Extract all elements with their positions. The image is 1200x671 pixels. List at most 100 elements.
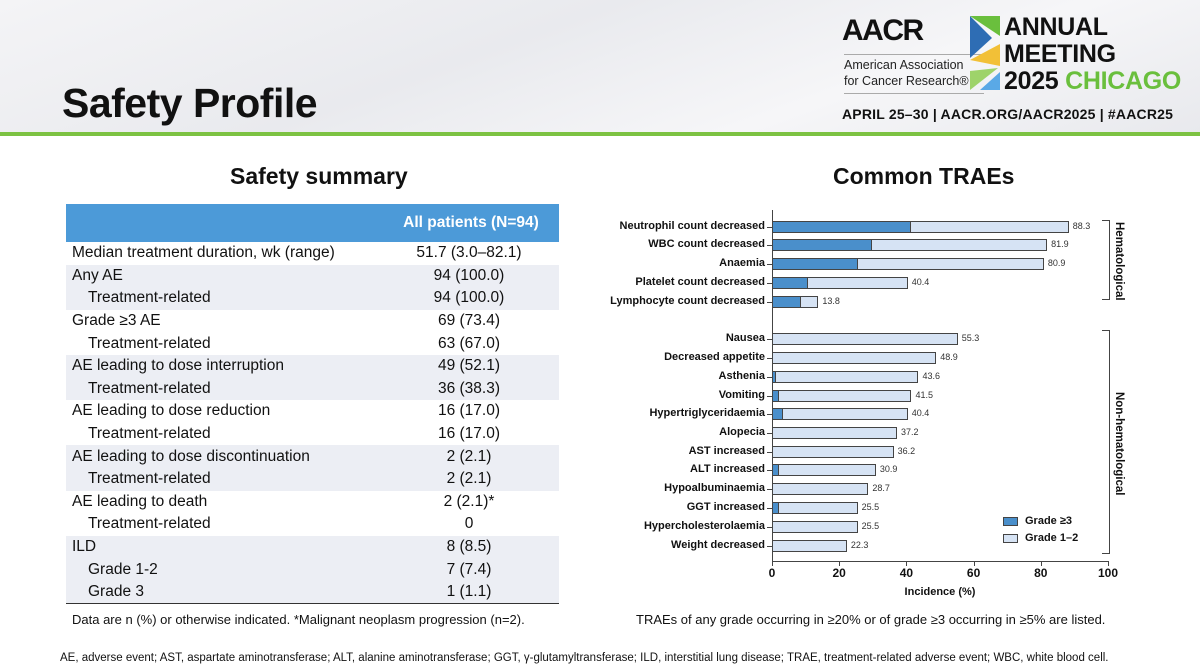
group-label: Non-hematological <box>1113 392 1125 496</box>
safety-summary-table: All patients (N=94) Median treatment dur… <box>66 204 559 604</box>
x-tick <box>839 561 841 566</box>
meeting-dates: APRIL 25–30 | AACR.ORG/AACR2025 | #AACR2… <box>842 106 1174 122</box>
table-row: AE leading to death 2 (2.1)* <box>66 491 559 514</box>
summary-heading: Safety summary <box>230 163 408 189</box>
org-name: American Association <box>844 58 964 72</box>
data-label: 55.3 <box>961 333 980 343</box>
table-row: Treatment-related 94 (100.0) <box>66 287 559 310</box>
category-label: ALT increased <box>690 463 765 475</box>
bar-grade-3 <box>772 464 780 476</box>
bar-grade-3 <box>772 277 808 289</box>
y-tick <box>767 377 772 378</box>
bar-grade-1-2 <box>772 446 894 458</box>
page-title: Safety Profile <box>62 80 318 126</box>
category-label: Hypertriglyceridaemia <box>649 407 765 419</box>
data-label: 43.6 <box>922 371 941 381</box>
category-label: Platelet count decreased <box>635 276 765 288</box>
row-value: 2 (2.1)* <box>443 492 495 510</box>
category-label: WBC count decreased <box>648 238 765 250</box>
x-tick-label: 0 <box>768 566 776 580</box>
row-label: Treatment-related <box>66 467 379 491</box>
data-label: 88.3 <box>1072 221 1091 231</box>
bar-grade-3 <box>772 371 776 383</box>
table-row: Grade 1-2 7 (7.4) <box>66 558 559 581</box>
group-bracket <box>1102 330 1110 554</box>
y-axis <box>772 210 773 561</box>
y-tick <box>767 339 772 340</box>
legend-swatch <box>1003 533 1018 543</box>
y-tick <box>767 245 772 246</box>
meeting-logo-icon <box>970 16 1000 90</box>
table-row: Median treatment duration, wk (range) 51.… <box>66 242 559 265</box>
y-tick <box>767 508 772 509</box>
data-label: 48.9 <box>940 352 958 362</box>
table-note: Data are n (%) or otherwise indicated. *… <box>72 612 525 627</box>
chart-note: TRAEs of any grade occurring in ≥20% or … <box>636 612 1106 627</box>
row-label: Grade 1-2 <box>66 558 379 581</box>
data-label: 81.9 <box>1051 239 1069 249</box>
table-row: AE leading to dose discontinuation 2 (2.1… <box>66 445 559 468</box>
row-value: 2 (2.1) <box>379 445 559 468</box>
row-label: Treatment-related <box>88 515 211 533</box>
x-tick <box>1108 561 1109 566</box>
category-label: GGT increased <box>686 501 765 513</box>
header-divider <box>0 132 1200 136</box>
table-row: Treatment-related 16 (17.0) <box>66 423 559 446</box>
x-tick <box>973 561 975 566</box>
row-label: AE leading to dose reduction <box>72 402 271 420</box>
aacr-logo: AACR American Association for Cancer Rese… <box>842 14 1182 124</box>
row-value: 63 (67.0) <box>437 334 501 352</box>
row-label: Median treatment duration, wk (range) <box>72 244 335 262</box>
group-bracket <box>1102 220 1110 300</box>
row-value: 94 (100.0) <box>379 287 559 310</box>
row-label: Any AE <box>66 264 379 288</box>
y-tick <box>767 358 772 359</box>
bar-grade-1-2 <box>772 408 908 420</box>
bar-grade-3 <box>772 221 912 233</box>
category-label: AST increased <box>688 445 765 457</box>
data-label: 40.4 <box>911 408 930 418</box>
row-value: 1 (1.1) <box>379 580 559 604</box>
y-tick <box>767 414 772 415</box>
y-tick <box>767 470 772 471</box>
bar-grade-3 <box>772 296 801 308</box>
y-tick <box>767 433 772 434</box>
category-label: Alopecia <box>719 426 765 438</box>
row-label: ILD <box>66 535 379 559</box>
x-axis <box>772 561 1108 562</box>
bar-grade-1-2 <box>772 464 876 476</box>
row-label: Treatment-related <box>88 334 211 352</box>
data-label: 36.2 <box>897 446 916 456</box>
x-tick-label: 60 <box>966 566 981 580</box>
table-row: ILD 8 (8.5) <box>66 535 559 559</box>
group-label: Hematological <box>1113 222 1125 301</box>
legend-swatch <box>1003 516 1018 526</box>
aacr-wordmark: AACR <box>842 14 924 47</box>
table-row: Treatment-related 63 (67.0) <box>66 332 559 355</box>
data-label: 25.5 <box>861 502 880 512</box>
bar-grade-3 <box>772 258 858 270</box>
x-tick <box>772 561 773 566</box>
table-row: Treatment-related 0 <box>66 513 559 536</box>
y-tick <box>767 489 772 490</box>
row-value: 2 (2.1) <box>379 467 559 491</box>
row-value: 7 (7.4) <box>379 558 559 581</box>
category-label: Vomiting <box>718 389 765 401</box>
data-label: 37.2 <box>900 427 919 437</box>
category-label: Decreased appetite <box>664 351 765 363</box>
row-label: Treatment-related <box>66 377 379 401</box>
category-label: Anaemia <box>719 257 765 269</box>
y-tick <box>767 527 772 528</box>
y-tick <box>767 396 772 397</box>
bar-grade-1-2 <box>772 390 912 402</box>
category-label: Hypoalbuminaemia <box>664 482 765 494</box>
table-row: AE leading to dose reduction 16 (17.0) <box>66 400 559 423</box>
org-name-2: for Cancer Research® <box>844 74 969 88</box>
bar-grade-3 <box>772 239 873 251</box>
row-value: 69 (73.4) <box>437 312 501 330</box>
bar-grade-1-2 <box>772 333 958 345</box>
meeting-title: ANNUAL MEETING 2025 CHICAGO <box>1004 13 1182 95</box>
bar-grade-3 <box>772 390 780 402</box>
data-label: 13.8 <box>822 296 840 306</box>
bar-grade-1-2 <box>772 521 858 533</box>
